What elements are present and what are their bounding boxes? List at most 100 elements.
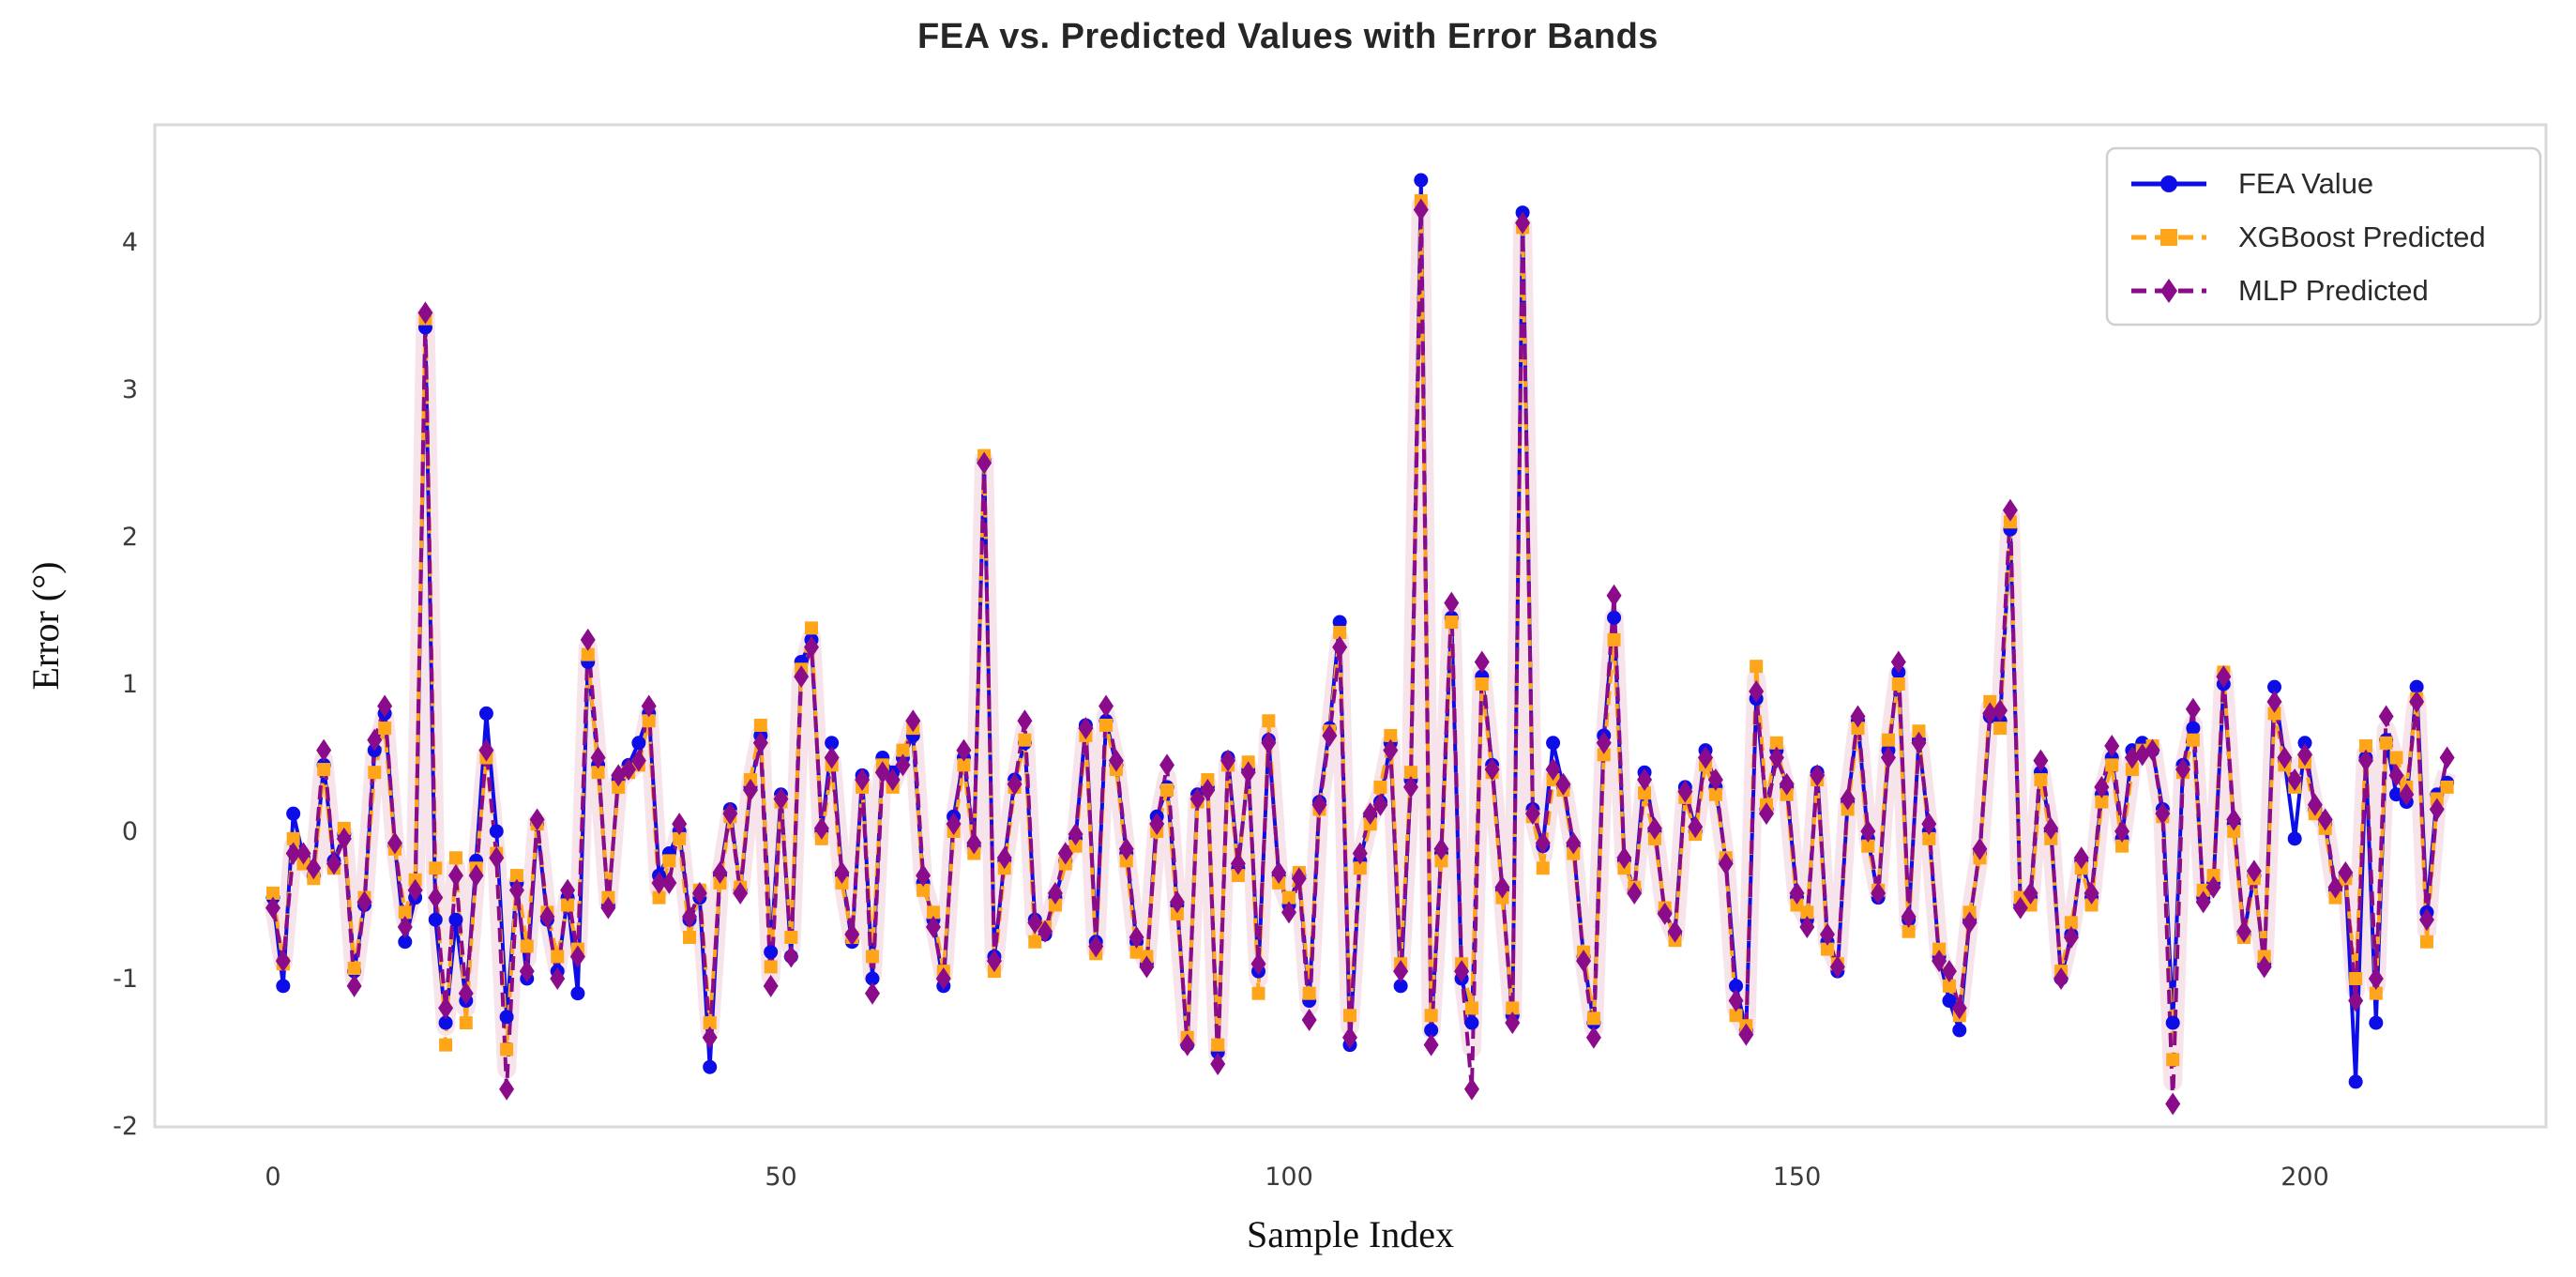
data-point bbox=[1718, 852, 1734, 875]
data-point bbox=[1799, 916, 1815, 939]
y-tick-label: -1 bbox=[113, 965, 138, 994]
x-tick-label: 0 bbox=[265, 1163, 280, 1192]
data-point bbox=[520, 939, 534, 953]
data-point bbox=[590, 746, 606, 769]
data-point bbox=[1464, 1015, 1479, 1030]
data-point bbox=[316, 738, 332, 762]
data-point bbox=[367, 728, 383, 752]
data-point bbox=[1169, 890, 1185, 914]
data-point bbox=[295, 842, 311, 865]
data-point bbox=[1688, 815, 1704, 839]
data-point bbox=[429, 861, 443, 875]
data-point bbox=[1921, 813, 1937, 836]
data-point bbox=[825, 736, 840, 751]
y-tick-label: 3 bbox=[122, 375, 138, 404]
data-point bbox=[459, 1016, 473, 1030]
data-point bbox=[1149, 813, 1165, 836]
data-point bbox=[489, 846, 505, 870]
data-point bbox=[1860, 820, 1876, 843]
data-point bbox=[2368, 967, 2384, 990]
data-point bbox=[672, 813, 688, 836]
data-point bbox=[266, 886, 280, 900]
data-point bbox=[2125, 763, 2139, 777]
data-point bbox=[935, 967, 951, 990]
legend-item-label: XGBoost Predicted bbox=[2238, 220, 2486, 253]
data-point bbox=[1352, 842, 1368, 865]
data-point bbox=[499, 1010, 514, 1025]
data-point bbox=[2105, 758, 2119, 772]
data-point bbox=[1972, 837, 1988, 860]
data-point bbox=[986, 950, 1002, 973]
data-point bbox=[570, 986, 585, 1001]
data-point bbox=[2175, 758, 2191, 782]
data-point bbox=[1769, 736, 1783, 750]
data-point bbox=[2165, 1015, 2180, 1030]
data-point bbox=[916, 864, 932, 888]
data-point bbox=[1099, 694, 1114, 718]
data-point bbox=[2297, 736, 2312, 751]
data-point bbox=[2409, 690, 2425, 713]
data-point bbox=[2236, 920, 2252, 943]
data-point bbox=[1851, 722, 1865, 736]
data-point bbox=[377, 694, 393, 718]
data-point bbox=[752, 731, 768, 754]
data-point bbox=[1505, 1011, 1521, 1035]
data-point bbox=[662, 854, 676, 868]
data-point bbox=[468, 864, 484, 888]
data-point bbox=[378, 722, 392, 736]
data-point bbox=[905, 709, 921, 733]
data-point bbox=[529, 808, 545, 831]
data-point bbox=[1597, 748, 1611, 762]
data-point bbox=[956, 738, 972, 762]
data-point bbox=[834, 860, 850, 884]
data-point bbox=[539, 905, 555, 929]
data-point bbox=[673, 831, 687, 845]
data-point bbox=[966, 831, 982, 855]
y-tick-label: 0 bbox=[122, 817, 138, 846]
data-point bbox=[386, 831, 402, 855]
y-tick-label: 1 bbox=[122, 670, 138, 699]
data-point bbox=[1902, 924, 1916, 938]
data-point bbox=[864, 981, 880, 1005]
data-point bbox=[895, 753, 911, 777]
data-point bbox=[682, 905, 698, 929]
data-point bbox=[1555, 772, 1571, 796]
data-point bbox=[1414, 173, 1429, 188]
data-point bbox=[1017, 709, 1033, 733]
data-point bbox=[1403, 766, 1417, 780]
data-point bbox=[265, 896, 280, 920]
data-point bbox=[1028, 935, 1042, 949]
data-point bbox=[1027, 911, 1043, 935]
data-point bbox=[1129, 926, 1144, 950]
data-point bbox=[1251, 986, 1265, 1000]
data-point bbox=[2369, 1015, 2384, 1030]
data-point bbox=[1596, 731, 1612, 754]
data-point bbox=[1646, 816, 1662, 840]
data-point bbox=[946, 813, 962, 836]
data-point bbox=[1911, 731, 1927, 754]
data-point bbox=[1819, 922, 1835, 946]
data-point bbox=[1454, 960, 1470, 983]
data-point bbox=[1667, 920, 1683, 943]
data-point bbox=[1463, 1077, 1479, 1101]
data-point bbox=[2357, 749, 2373, 772]
data-point bbox=[1231, 869, 1245, 883]
data-point bbox=[885, 768, 901, 792]
data-point bbox=[1302, 986, 1316, 1000]
data-point bbox=[2440, 780, 2454, 794]
data-point bbox=[1434, 854, 1448, 868]
data-point bbox=[1729, 979, 1744, 994]
data-point bbox=[2216, 665, 2232, 689]
data-point bbox=[1445, 616, 1459, 630]
data-point bbox=[347, 962, 361, 976]
data-point bbox=[438, 996, 454, 1020]
data-point bbox=[996, 846, 1012, 870]
data-point bbox=[1484, 758, 1500, 782]
data-point bbox=[1890, 650, 1906, 674]
data-point bbox=[2012, 896, 2028, 920]
data-point bbox=[1657, 902, 1673, 925]
legend: FEA Value XGBoost Predicted MLP Predicted bbox=[2105, 146, 2542, 327]
data-point bbox=[2297, 743, 2312, 767]
data-point bbox=[1912, 724, 1926, 738]
data-point bbox=[1424, 1023, 1439, 1038]
